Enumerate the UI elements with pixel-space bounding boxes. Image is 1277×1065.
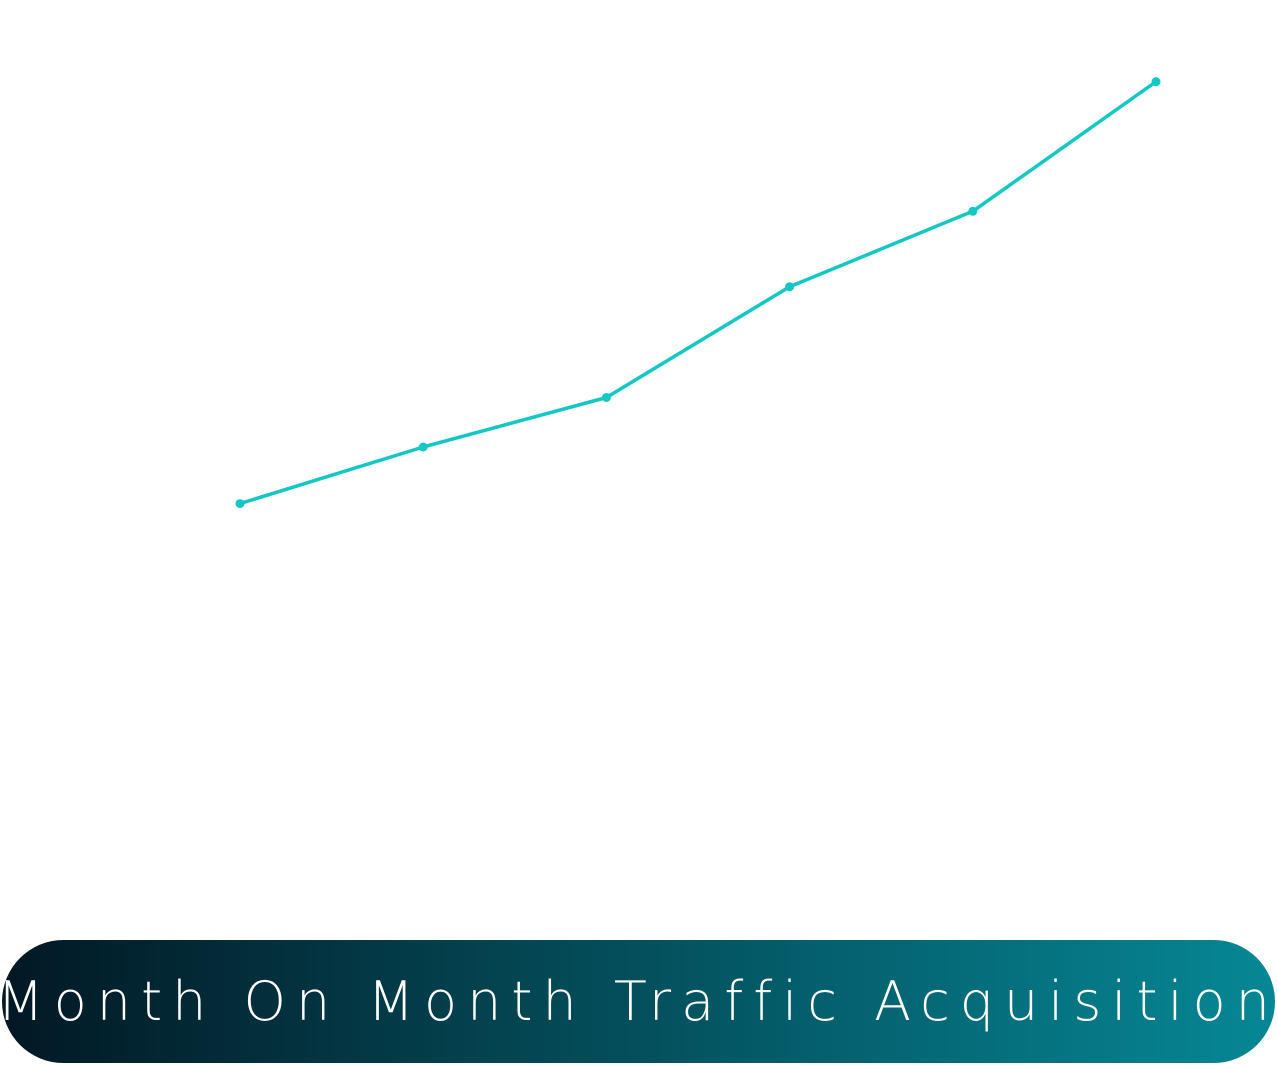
data-point xyxy=(235,499,245,509)
chart-title-banner: Month On Month Traffic Acquisition xyxy=(0,940,1277,1063)
data-point xyxy=(968,206,978,216)
data-point xyxy=(418,442,428,452)
data-point xyxy=(1151,77,1161,87)
data-point xyxy=(601,393,611,402)
series-line xyxy=(238,79,1158,506)
line-chart xyxy=(235,77,1161,509)
data-point xyxy=(785,282,795,292)
chart-area xyxy=(235,77,1161,509)
chart-title: Month On Month Traffic Acquisition xyxy=(0,970,1277,1033)
